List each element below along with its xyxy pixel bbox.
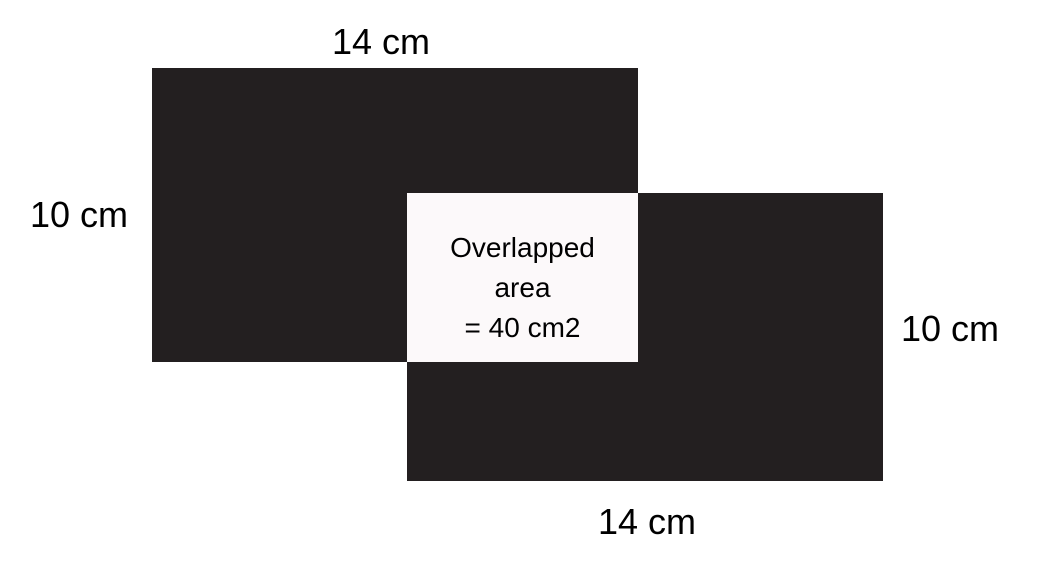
overlap-label-line2: area	[494, 272, 551, 303]
top-width-label: 14 cm	[332, 21, 431, 62]
overlapped-region	[407, 193, 638, 362]
bottom-width-label: 14 cm	[598, 501, 697, 542]
overlap-label-line1: Overlapped	[450, 232, 595, 263]
overlap-label-line3: = 40 cm2	[464, 312, 581, 343]
overlap-label: Overlapped area = 40 cm2	[407, 228, 638, 348]
left-height-label: 10 cm	[30, 194, 129, 235]
right-height-label: 10 cm	[901, 308, 1000, 349]
